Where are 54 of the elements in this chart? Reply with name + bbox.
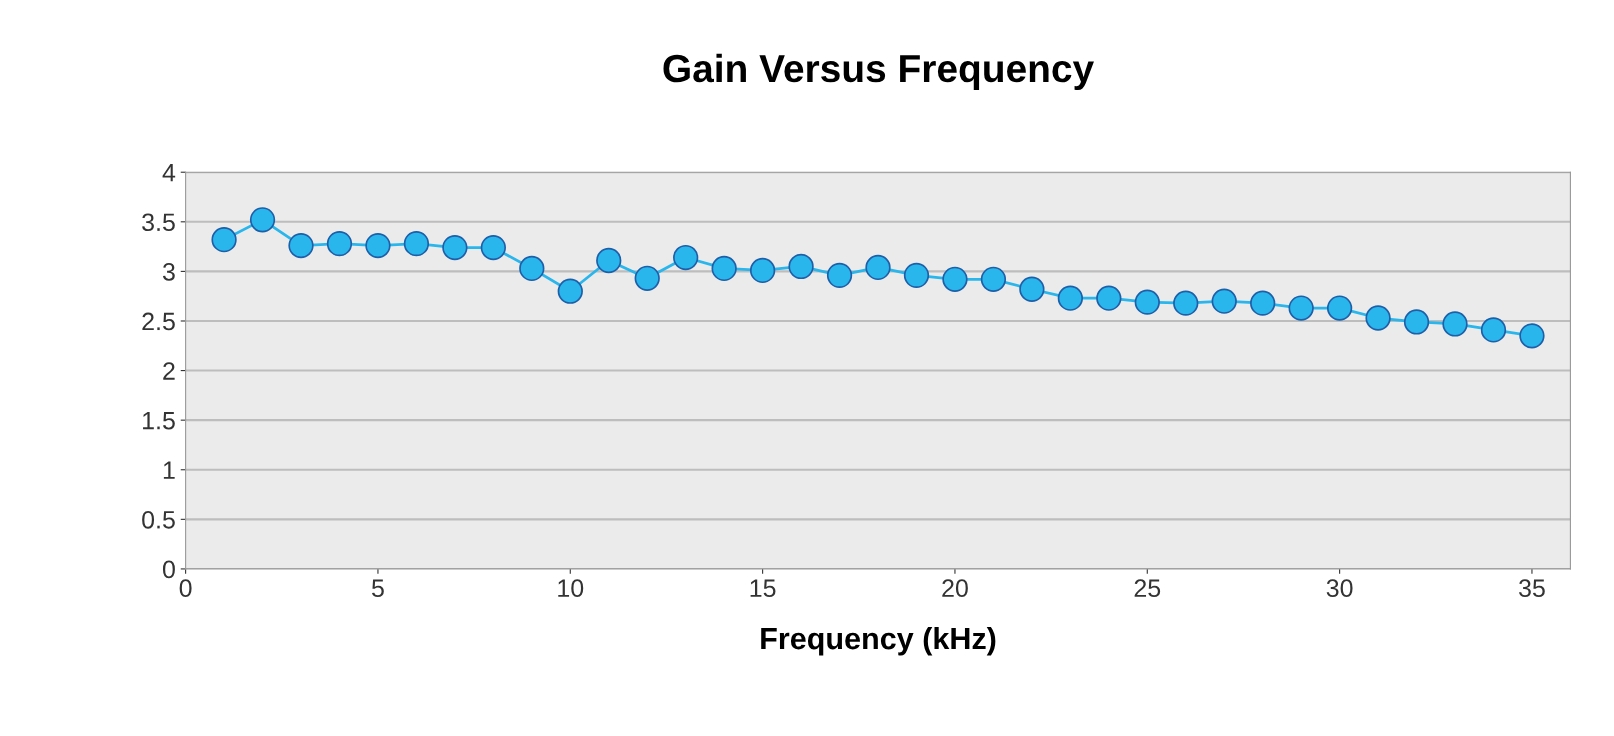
x-tick-label: 5 xyxy=(371,579,384,598)
x-tick-label: 0 xyxy=(179,579,192,598)
point xyxy=(249,207,276,233)
x-tick-label: 20 xyxy=(942,579,968,598)
y-tick-label: 2.5 xyxy=(142,312,175,331)
point xyxy=(903,262,930,289)
point xyxy=(1365,305,1391,331)
point xyxy=(480,234,506,261)
y-tick-label: 1 xyxy=(163,461,175,479)
point xyxy=(1173,290,1199,316)
point xyxy=(1480,317,1507,343)
point xyxy=(596,247,622,274)
x-tick-label: 35 xyxy=(1519,579,1545,598)
y-tick-label: 4 xyxy=(162,164,176,182)
point xyxy=(519,255,545,282)
point xyxy=(673,244,699,271)
point xyxy=(365,232,391,259)
x-tick-label: 15 xyxy=(750,579,776,598)
point xyxy=(557,278,583,304)
point xyxy=(711,255,737,282)
point xyxy=(1326,295,1353,321)
y-tick-label: 1.5 xyxy=(143,412,175,430)
point xyxy=(288,232,314,259)
point xyxy=(749,257,776,284)
point xyxy=(1057,285,1083,311)
point xyxy=(634,265,660,291)
point xyxy=(865,254,891,281)
point xyxy=(1134,289,1160,315)
point xyxy=(1250,290,1276,316)
y-tick-label: 0.5 xyxy=(142,510,175,529)
point xyxy=(1442,311,1468,337)
point xyxy=(1019,276,1045,302)
point xyxy=(1288,295,1314,321)
point xyxy=(326,230,353,257)
point xyxy=(1096,285,1122,311)
x-axis-title: Frequency (kHz) xyxy=(761,626,996,656)
y-tick-label: 2 xyxy=(163,362,175,380)
y-tick-label: 3.5 xyxy=(142,213,175,232)
point xyxy=(942,266,968,292)
point xyxy=(442,234,468,261)
y-tick-label: 3 xyxy=(162,263,175,281)
point xyxy=(1403,309,1430,335)
point xyxy=(211,227,237,253)
point xyxy=(826,262,853,289)
point xyxy=(1211,288,1237,314)
chart-title: Gain Versus Frequency xyxy=(663,53,1094,91)
x-tick-label: 10 xyxy=(558,579,584,598)
point xyxy=(1519,323,1545,349)
point xyxy=(980,266,1007,292)
y-tick-label: 0 xyxy=(162,560,175,579)
point xyxy=(403,230,430,257)
point xyxy=(788,253,814,280)
x-tick-label: 25 xyxy=(1134,579,1161,598)
x-tick-label: 30 xyxy=(1326,579,1353,598)
